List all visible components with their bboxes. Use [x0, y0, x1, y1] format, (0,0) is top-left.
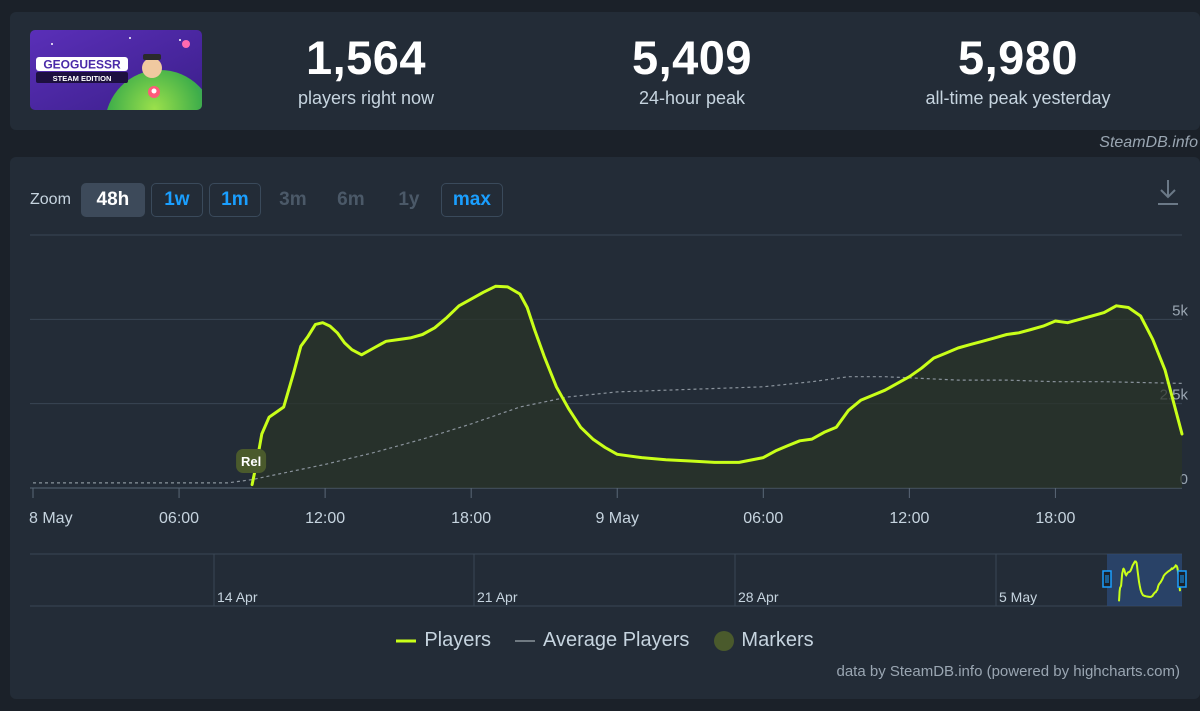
legend-item-average[interactable]: Average Players	[515, 629, 689, 652]
legend-label-average: Average Players	[543, 629, 689, 652]
stat-value: 5,980	[908, 34, 1128, 82]
chart-credit[interactable]: data by SteamDB.info (powered by highcha…	[837, 663, 1181, 680]
chart-panel: Zoom 48h 1w 1m 3m 6m 1y max 0 2.5k 5k 8 May…	[10, 157, 1200, 699]
x-tick-label: 8 May	[29, 510, 73, 527]
stat-value: 5,409	[606, 34, 778, 82]
stat-label: 24-hour peak	[606, 88, 778, 109]
legend-item-markers[interactable]: Markers	[713, 629, 813, 652]
legend-item-players[interactable]: Players	[396, 629, 491, 652]
legend-label-markers: Markers	[741, 629, 813, 652]
x-tick-label: 06:00	[743, 510, 783, 527]
stat-current-players: 1,564 players right now	[280, 34, 452, 109]
x-tick-label: 06:00	[159, 510, 199, 527]
navigator-left-handle[interactable]	[1103, 571, 1111, 587]
steamdb-credit[interactable]: SteamDB.info	[1099, 134, 1198, 152]
game-banner[interactable]: GEOGUESSR STEAM EDITION	[30, 30, 202, 110]
game-edition-text: STEAM EDITION	[53, 74, 112, 83]
stats-panel: GEOGUESSR STEAM EDITION 1,564 players ri…	[10, 12, 1200, 130]
stat-value: 1,564	[280, 34, 452, 82]
x-tick-label: 18:00	[451, 510, 491, 527]
game-logo-text: GEOGUESSR	[43, 58, 121, 72]
stat-label: all-time peak yesterday	[908, 88, 1128, 109]
chart-legend: Players Average Players Markers	[10, 629, 1200, 652]
navigator-label: 5 May	[999, 589, 1037, 605]
x-tick-label: 9 May	[595, 510, 639, 527]
average-line-icon	[515, 636, 537, 646]
stat-label: players right now	[280, 88, 452, 109]
navigator-right-handle[interactable]	[1178, 571, 1186, 587]
x-tick-label: 12:00	[889, 510, 929, 527]
navigator-label: 14 Apr	[217, 589, 258, 605]
release-marker-label: Rel	[241, 454, 261, 469]
players-area	[252, 286, 1182, 488]
x-tick-label: 12:00	[305, 510, 345, 527]
players-line-icon	[396, 636, 418, 646]
legend-label-players: Players	[424, 629, 491, 652]
navigator-label: 21 Apr	[477, 589, 518, 605]
stat-all-time-peak: 5,980 all-time peak yesterday	[908, 34, 1128, 109]
x-tick-label: 18:00	[1035, 510, 1075, 527]
stat-24h-peak: 5,409 24-hour peak	[606, 34, 778, 109]
game-banner-image: GEOGUESSR STEAM EDITION	[30, 30, 202, 110]
navigator-label: 28 Apr	[738, 589, 779, 605]
y-tick-label: 5k	[1172, 302, 1188, 319]
markers-dot-icon	[713, 630, 735, 652]
